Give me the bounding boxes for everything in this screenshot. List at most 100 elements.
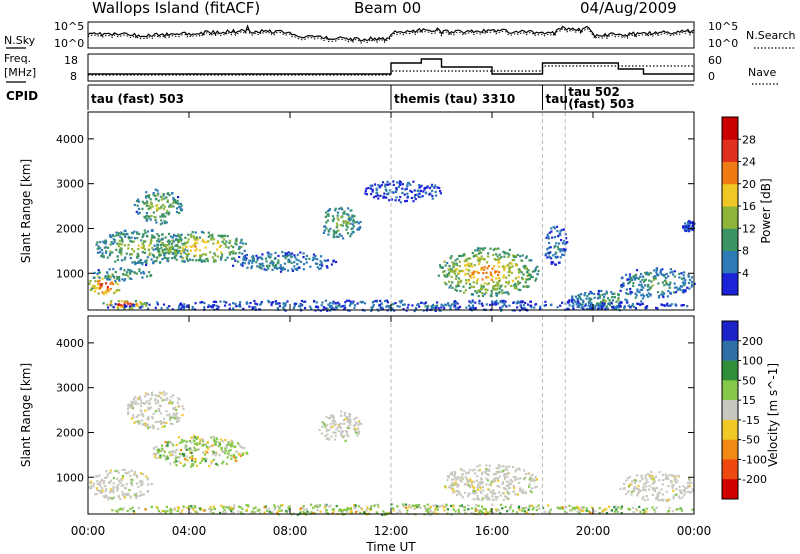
echo-cell	[179, 511, 182, 514]
echo-cell	[439, 309, 442, 312]
echo-cell	[484, 497, 487, 500]
echo-cell	[332, 229, 335, 232]
echo-cell	[121, 468, 124, 472]
echo-cell	[472, 498, 476, 501]
echo-cell	[498, 276, 501, 280]
echo-cell	[655, 269, 658, 272]
echo-cell	[497, 247, 500, 250]
echo-cell	[691, 221, 694, 224]
echo-cell	[448, 265, 451, 268]
echo-cell	[657, 282, 660, 285]
echo-cell	[173, 413, 176, 416]
echo-cell	[468, 304, 471, 307]
echo-cell	[487, 282, 490, 285]
echo-cell	[187, 238, 190, 241]
site-title: Wallops Island (fitACF)	[92, 0, 260, 17]
echo-cell	[357, 505, 361, 508]
echo-cell	[156, 420, 159, 423]
echo-cell	[519, 477, 522, 480]
echo-cell	[653, 508, 656, 511]
echo-cell	[481, 471, 484, 474]
echo-cell	[338, 426, 341, 429]
echo-cell	[120, 306, 123, 309]
echo-cell	[505, 480, 509, 483]
echo-cell	[183, 457, 186, 460]
echo-cell	[326, 266, 329, 269]
echo-cell	[382, 510, 385, 513]
echo-cell	[249, 301, 252, 305]
echo-cell	[128, 405, 132, 408]
echo-cell	[491, 489, 494, 492]
echo-cell	[152, 192, 155, 195]
echo-cell	[485, 467, 488, 471]
echo-cell	[654, 510, 657, 514]
echo-cell	[124, 235, 127, 238]
echo-cell	[479, 258, 482, 261]
echo-cell	[211, 233, 214, 236]
echo-cell	[175, 244, 178, 247]
echo-cell	[576, 300, 579, 303]
echo-cell	[582, 506, 585, 509]
echo-cell	[135, 415, 138, 418]
echo-cell	[146, 235, 149, 238]
echo-cell	[522, 304, 525, 307]
echo-cell	[326, 307, 329, 310]
echo-cell	[585, 507, 588, 510]
echo-cell	[434, 184, 437, 187]
echo-cell	[152, 427, 155, 430]
echo-cell	[230, 510, 233, 513]
colorbar-swatch	[722, 206, 738, 229]
echo-cell	[213, 438, 216, 441]
echo-cell	[458, 269, 461, 272]
echo-cell	[143, 423, 146, 426]
echo-cell	[230, 457, 233, 460]
echo-cell	[284, 257, 287, 260]
echo-cell	[501, 289, 504, 292]
echo-cell	[529, 276, 532, 279]
echo-cell	[147, 408, 150, 411]
echo-cell	[113, 241, 116, 244]
echo-cell	[282, 254, 285, 258]
echo-cell	[636, 288, 639, 291]
echo-cell	[125, 252, 128, 255]
echo-cell	[178, 205, 181, 208]
echo-cell	[171, 247, 174, 250]
echo-cell	[638, 291, 641, 294]
echo-cell	[287, 259, 290, 262]
echo-cell	[687, 274, 690, 277]
echo-cell	[123, 279, 126, 282]
echo-cell	[133, 305, 136, 308]
echo-cell	[158, 410, 161, 413]
echo-cell	[418, 506, 421, 509]
echo-cell	[458, 254, 461, 258]
echo-cell	[181, 257, 184, 260]
echo-cell	[156, 204, 159, 207]
echo-cell	[667, 290, 670, 293]
echo-cell	[596, 304, 599, 307]
echo-cell	[103, 242, 106, 245]
noise-tick-bottom-right: 10^0	[708, 37, 738, 50]
echo-cell	[219, 511, 222, 514]
echo-cell	[139, 479, 142, 483]
echo-cell	[144, 231, 147, 234]
echo-cell	[467, 508, 470, 511]
echo-cell	[662, 498, 665, 501]
echo-cell	[286, 300, 289, 303]
echo-cell	[476, 247, 479, 250]
echo-cell	[220, 438, 223, 441]
echo-cell	[568, 300, 571, 303]
echo-cell	[633, 489, 636, 492]
echo-cell	[443, 270, 446, 273]
echo-cell	[501, 481, 505, 484]
echo-cell	[675, 508, 678, 511]
echo-cell	[524, 281, 527, 284]
echo-cell	[321, 425, 324, 428]
echo-cell	[635, 474, 639, 477]
echo-cell	[517, 467, 520, 470]
echo-cell	[407, 506, 410, 509]
echo-cell	[474, 472, 477, 475]
echo-cell	[480, 482, 483, 485]
echo-cell	[528, 485, 531, 488]
echo-cell	[681, 290, 684, 293]
echo-cell	[181, 249, 184, 253]
